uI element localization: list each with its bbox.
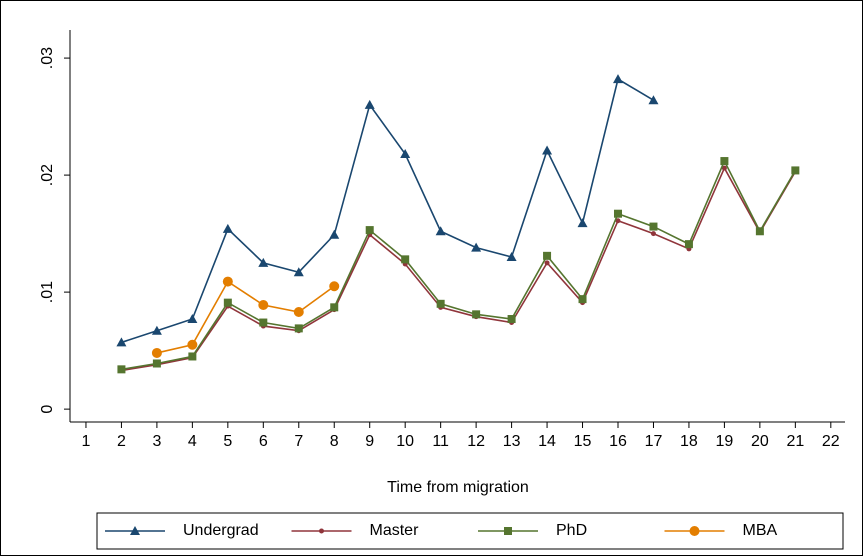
legend-label: MBA [743, 522, 778, 539]
x-tick-label: 8 [330, 433, 339, 450]
data-point [364, 99, 375, 109]
data-point [615, 218, 621, 224]
data-point [365, 226, 374, 235]
data-point [152, 359, 161, 368]
data-point [151, 347, 162, 358]
data-point [648, 95, 659, 105]
data-point [435, 226, 446, 236]
legend-marker [504, 527, 512, 535]
data-point [223, 298, 232, 307]
series-line [121, 166, 797, 372]
x-tick-label: 1 [82, 433, 91, 450]
data-point [117, 365, 126, 374]
series-line [156, 280, 335, 354]
data-point [649, 222, 658, 231]
data-point [577, 218, 588, 228]
data-point [578, 295, 587, 304]
data-point [330, 303, 339, 312]
y-tick-label: .03 [39, 47, 56, 69]
x-tick-label: 9 [365, 433, 374, 450]
data-point [791, 166, 800, 175]
data-point [188, 352, 197, 361]
x-tick-label: 4 [188, 433, 197, 450]
x-tick-label: 3 [152, 433, 161, 450]
data-point [755, 227, 764, 236]
x-tick-label: 12 [467, 433, 485, 450]
x-tick-label: 5 [223, 433, 232, 450]
legend-label: Master [370, 522, 420, 539]
x-tick-label: 16 [609, 433, 627, 450]
x-tick-label: 2 [117, 433, 126, 450]
data-point [187, 314, 198, 324]
data-point [507, 315, 516, 324]
data-point [612, 74, 623, 84]
data-point [544, 260, 550, 266]
data-point [720, 157, 729, 166]
legend-marker [319, 528, 324, 534]
legend-label: Undergrad [183, 522, 259, 539]
legend-marker [689, 526, 700, 536]
data-point [294, 324, 303, 333]
series-line [121, 159, 797, 371]
data-point [401, 255, 410, 264]
y-tick-label: .02 [39, 164, 56, 186]
x-tick-label: 15 [574, 433, 592, 450]
data-point [259, 318, 268, 327]
data-point [222, 223, 233, 233]
data-point [258, 257, 269, 267]
series-line [121, 77, 654, 344]
data-point [151, 325, 162, 335]
data-point [187, 339, 198, 350]
data-point [258, 299, 269, 310]
x-tick-label: 17 [645, 433, 663, 450]
x-tick-label: 22 [822, 433, 840, 450]
x-tick-label: 20 [751, 433, 769, 450]
x-tick-label: 7 [294, 433, 303, 450]
legend-label: PhD [556, 522, 587, 539]
data-point [650, 231, 656, 237]
data-point [293, 267, 304, 277]
x-tick-label: 18 [680, 433, 698, 450]
x-tick-label: 21 [786, 433, 804, 450]
data-point [506, 252, 517, 262]
x-tick-label: 13 [503, 433, 521, 450]
x-tick-label: 6 [259, 433, 268, 450]
data-point [472, 310, 481, 319]
x-tick-label: 10 [396, 433, 414, 450]
data-point [293, 307, 304, 318]
data-point [613, 209, 622, 218]
x-tick-label: 11 [432, 433, 449, 450]
x-tick-label: 14 [538, 433, 556, 450]
data-point [400, 149, 411, 159]
data-point [329, 229, 340, 239]
x-axis-label: Time from migration [387, 479, 529, 496]
legend-marker [130, 526, 140, 535]
x-tick-label: 19 [716, 433, 734, 450]
y-tick-label: 0 [39, 405, 56, 414]
data-point [116, 337, 127, 347]
data-point [329, 281, 340, 292]
data-point [471, 242, 482, 252]
data-point [542, 145, 553, 155]
data-point [721, 165, 727, 171]
data-point [436, 299, 445, 308]
y-tick-label: .01 [39, 281, 56, 303]
data-point [684, 240, 693, 249]
data-point [543, 251, 552, 260]
data-point [222, 276, 233, 287]
